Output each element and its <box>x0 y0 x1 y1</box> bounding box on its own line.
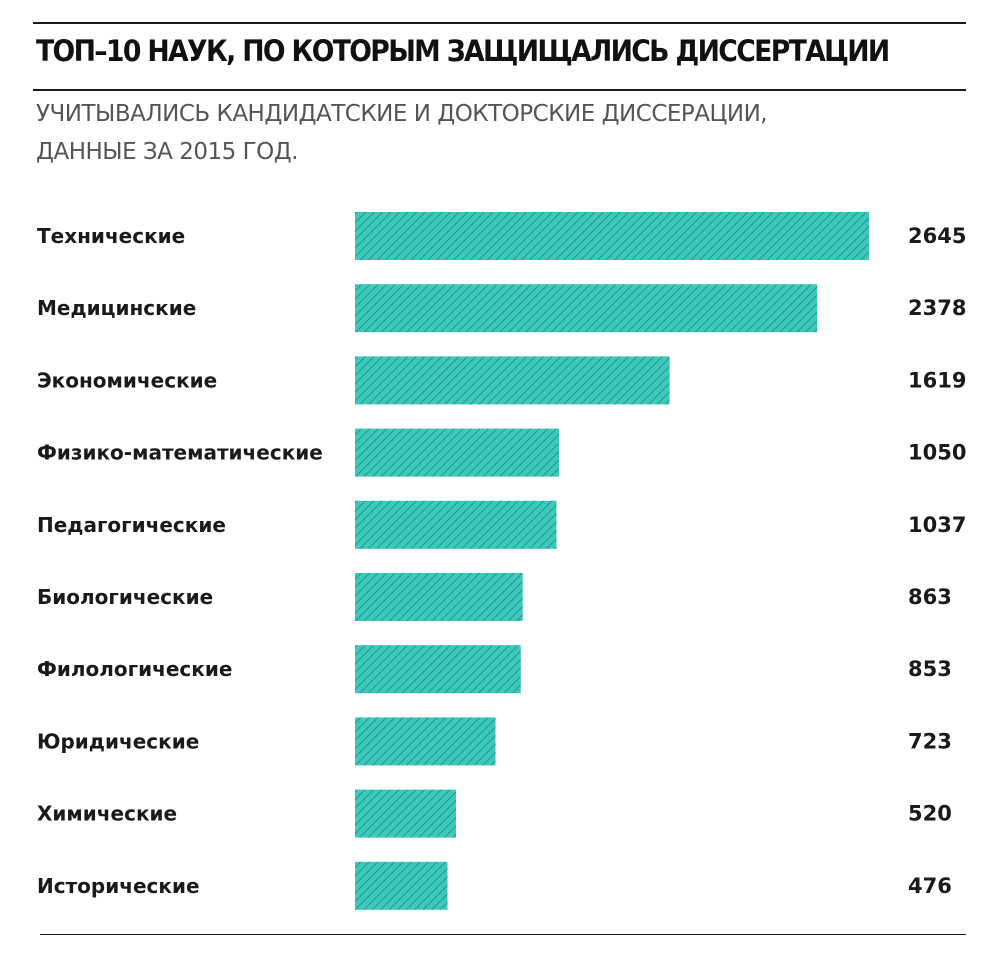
value-label: 2645 <box>908 224 966 248</box>
value-label: 1037 <box>908 513 966 537</box>
category-label: Юридические <box>37 729 199 753</box>
category-label: Биологические <box>37 585 213 609</box>
bar <box>355 284 818 333</box>
category-label: Технические <box>37 224 185 248</box>
bar <box>355 789 457 838</box>
bar <box>355 356 670 405</box>
category-label: Исторические <box>37 874 200 898</box>
bottom-rule <box>40 934 966 935</box>
bar <box>355 573 523 621</box>
category-label: Филологические <box>37 657 232 681</box>
chart-title: ТОП–10 НАУК, ПО КОТОРЫМ ЗАЩИЩАЛИСЬ ДИССЕ… <box>36 34 890 68</box>
subtitle-line-2: ДАННЫЕ ЗА 2015 ГОД. <box>36 139 298 165</box>
value-label: 2378 <box>908 296 966 320</box>
value-label: 1050 <box>908 441 966 465</box>
bar <box>355 645 521 694</box>
value-label: 853 <box>908 657 952 681</box>
bar <box>355 861 448 910</box>
category-label: Педагогические <box>37 513 226 537</box>
title-rule <box>33 89 966 91</box>
bar <box>355 717 496 766</box>
bar <box>355 212 869 260</box>
value-label: 476 <box>908 874 952 898</box>
value-label: 520 <box>908 802 952 826</box>
value-label: 863 <box>908 585 952 609</box>
top-rule <box>33 22 966 24</box>
value-label: 723 <box>908 729 952 753</box>
category-label: Химические <box>37 802 177 826</box>
category-label: Физико-математические <box>37 441 323 465</box>
subtitle-line-1: УЧИТЫВАЛИСЬ КАНДИДАТСКИЕ И ДОКТОРСКИЕ ДИ… <box>36 101 768 127</box>
category-label: Экономические <box>37 368 217 392</box>
bar <box>355 428 560 477</box>
bar <box>355 500 557 549</box>
chart-subtitle: УЧИТЫВАЛИСЬ КАНДИДАТСКИЕ И ДОКТОРСКИЕ ДИ… <box>36 95 916 171</box>
category-label: Медицинские <box>37 296 196 320</box>
value-label: 1619 <box>908 368 966 392</box>
